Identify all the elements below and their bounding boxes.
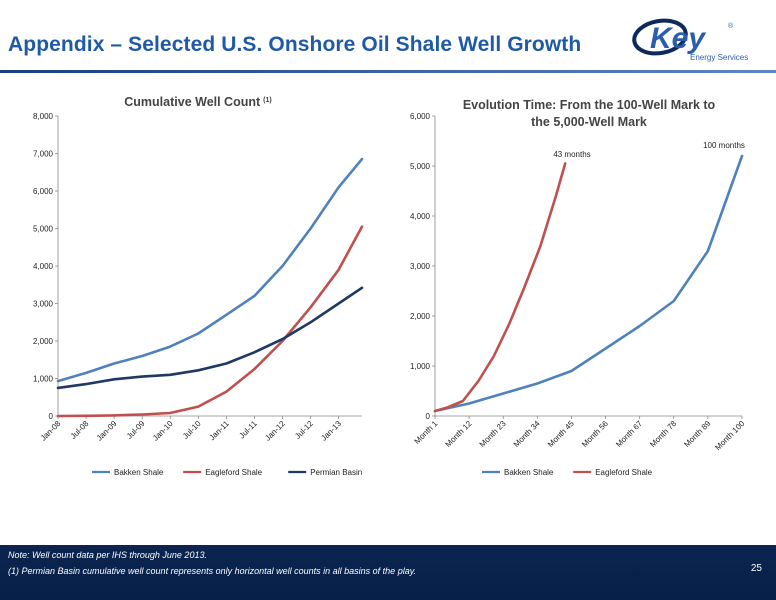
cumulative-well-count-chart: Cumulative Well Count (1) 0 1,000 2,000 3,00… (33, 95, 364, 477)
chart2-x-tick-label: Month 78 (648, 419, 678, 449)
chart2-title-line2: the 5,000-Well Mark (531, 115, 647, 129)
chart2-legend-label-eagleford-shale: Eagleford Shale (595, 468, 652, 477)
chart2-y-tick-label: 3,000 (410, 262, 431, 271)
chart2-series-eagleford-shale (433, 162, 567, 413)
footer-bar (0, 545, 776, 600)
chart2-x-tick-label: Month 12 (444, 419, 474, 449)
chart2-x-tick-label: Month 23 (478, 419, 508, 449)
chart2-y-tick-label: 2,000 (410, 312, 431, 321)
chart1-title: Cumulative Well Count (1) (124, 95, 271, 109)
chart1-y-tick-label: 5,000 (33, 225, 54, 234)
logo-swoosh-icon (632, 18, 688, 56)
key-energy-logo: Key ® Energy Services (632, 18, 748, 62)
chart1-y-tick-label: 6,000 (33, 187, 54, 196)
chart2-series-bakken-shale (433, 154, 744, 413)
chart1-series-bakken-shale (56, 157, 364, 383)
chart2-y-tick-label: 5,000 (410, 162, 431, 171)
chart2-title-line1: Evolution Time: From the 100-Well Mark t… (463, 98, 716, 112)
evolution-time-chart: Evolution Time: From the 100-Well Mark t… (410, 98, 747, 477)
chart1-legend-label-permian-basin: Permian Basin (310, 468, 362, 477)
chart1-legend-label-eagleford-shale: Eagleford Shale (205, 468, 262, 477)
logo-registered-mark: ® (728, 22, 734, 30)
page-number: 25 (750, 563, 762, 574)
chart2-y-tick-label: 6,000 (410, 112, 431, 121)
chart1-y-tick-label: 3,000 (33, 300, 54, 309)
chart2-x-tick-label: Month 56 (580, 419, 610, 449)
chart1-y-tick-label: 4,000 (33, 262, 54, 271)
logo-wordmark: Key (650, 22, 706, 55)
chart1-series-eagleford-shale (56, 225, 364, 418)
chart2-y-tick-label: 1,000 (410, 362, 431, 371)
chart2-y-tick-label: 4,000 (410, 212, 431, 221)
footnote-permian: (1) Permian Basin cumulative well count … (8, 566, 417, 576)
chart2-x-tick-label: Month 1 (413, 419, 440, 446)
title-rule (0, 70, 776, 73)
chart2-x-tick-label: Month 89 (682, 419, 712, 449)
chart2-x-tick-label: Month 100 (713, 419, 746, 452)
chart2-x-tick-label: Month 67 (614, 419, 644, 449)
chart1-legend-label-bakken-shale: Bakken Shale (114, 468, 164, 477)
eagleford-43-months-annotation: 43 months (553, 150, 590, 159)
chart1-y-tick-label: 0 (49, 412, 54, 421)
chart1-y-tick-label: 1,000 (33, 375, 54, 384)
logo-subtitle: Energy Services (690, 53, 748, 62)
chart1-y-tick-label: 8,000 (33, 112, 54, 121)
chart2-legend-label-bakken-shale: Bakken Shale (504, 468, 554, 477)
chart2-x-tick-label: Month 45 (546, 419, 576, 449)
slide-title: Appendix – Selected U.S. Onshore Oil Sha… (8, 33, 582, 56)
bakken-100-months-annotation: 100 months (703, 141, 745, 150)
chart1-y-tick-label: 2,000 (33, 337, 54, 346)
chart2-y-tick-label: 0 (426, 412, 431, 421)
chart2-x-tick-label: Month 34 (512, 419, 542, 449)
chart1-y-tick-label: 7,000 (33, 150, 54, 159)
chart1-series-permian-basin (56, 286, 364, 390)
footnote-source: Note: Well count data per IHS through Ju… (8, 550, 207, 560)
